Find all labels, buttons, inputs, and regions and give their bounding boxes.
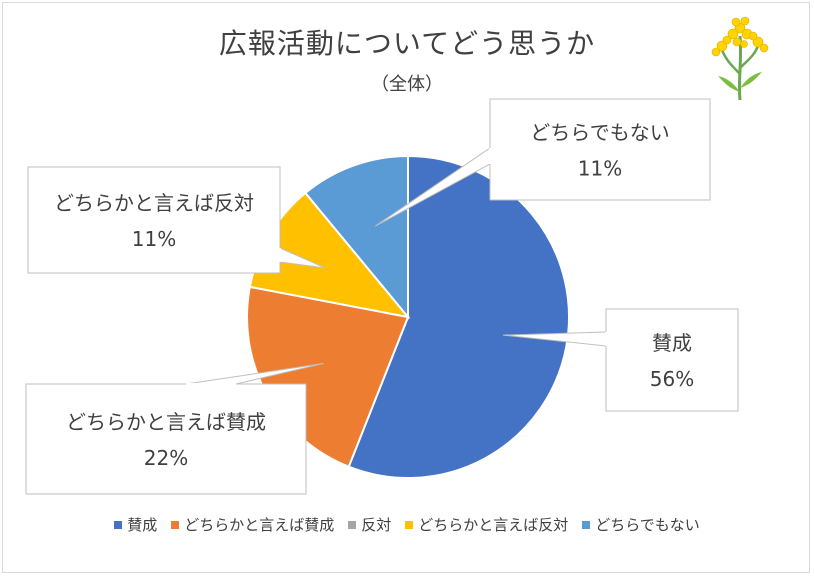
- legend-swatch: [171, 520, 180, 529]
- data-label-category: 賛成: [652, 331, 692, 355]
- legend-item-1: どちらかと言えば賛成: [171, 514, 334, 535]
- legend-label: どちらかと言えば反対: [418, 516, 569, 534]
- chart-title: 広報活動についてどう思うか: [218, 27, 596, 60]
- data-label-value: 11%: [578, 157, 622, 181]
- data-label-1: どちらかと言えば賛成 22%: [25, 363, 324, 495]
- legend-swatch: [348, 520, 357, 529]
- legend-item-0: 賛成: [114, 514, 157, 535]
- data-label-value: 56%: [650, 367, 694, 391]
- pie-slice-0: [347, 154, 570, 479]
- legend-swatch: [582, 520, 591, 529]
- legend-item-2: 反対: [348, 514, 391, 535]
- data-label-callouts: 賛成 56% どちらかと言えば賛成 22% どちらかと言えば反対 11% どちらでもない 11…: [25, 98, 739, 495]
- legend-swatch: [405, 520, 414, 529]
- legend-label: 反対: [361, 516, 392, 534]
- legend-swatch: [114, 520, 123, 529]
- data-label-category: どちらでもない: [530, 121, 669, 145]
- data-label-category: どちらかと言えば反対: [54, 191, 254, 215]
- rapeseed-flower-icon: [711, 16, 769, 101]
- data-label-value: 11%: [132, 227, 176, 251]
- data-label-0: 賛成 56%: [502, 308, 739, 412]
- data-label-3: どちらかと言えば反対 11%: [27, 166, 326, 274]
- legend-item-4: どちらでもない: [582, 514, 700, 535]
- legend: 賛成 どちらかと言えば賛成 反対 どちらかと言えば反対 どちらでもない: [0, 514, 814, 535]
- legend-item-3: どちらかと言えば反対: [405, 514, 568, 535]
- legend-label: どちらでもない: [595, 516, 700, 534]
- pie-slice-4: [303, 154, 409, 320]
- legend-label: どちらかと言えば賛成: [184, 516, 335, 534]
- data-label-category: どちらかと言えば賛成: [66, 410, 266, 434]
- data-label-value: 22%: [144, 446, 188, 470]
- chart-subtitle: （全体）: [371, 74, 443, 95]
- legend-label: 賛成: [127, 516, 158, 534]
- data-label-4: どちらでもない 11%: [374, 98, 711, 227]
